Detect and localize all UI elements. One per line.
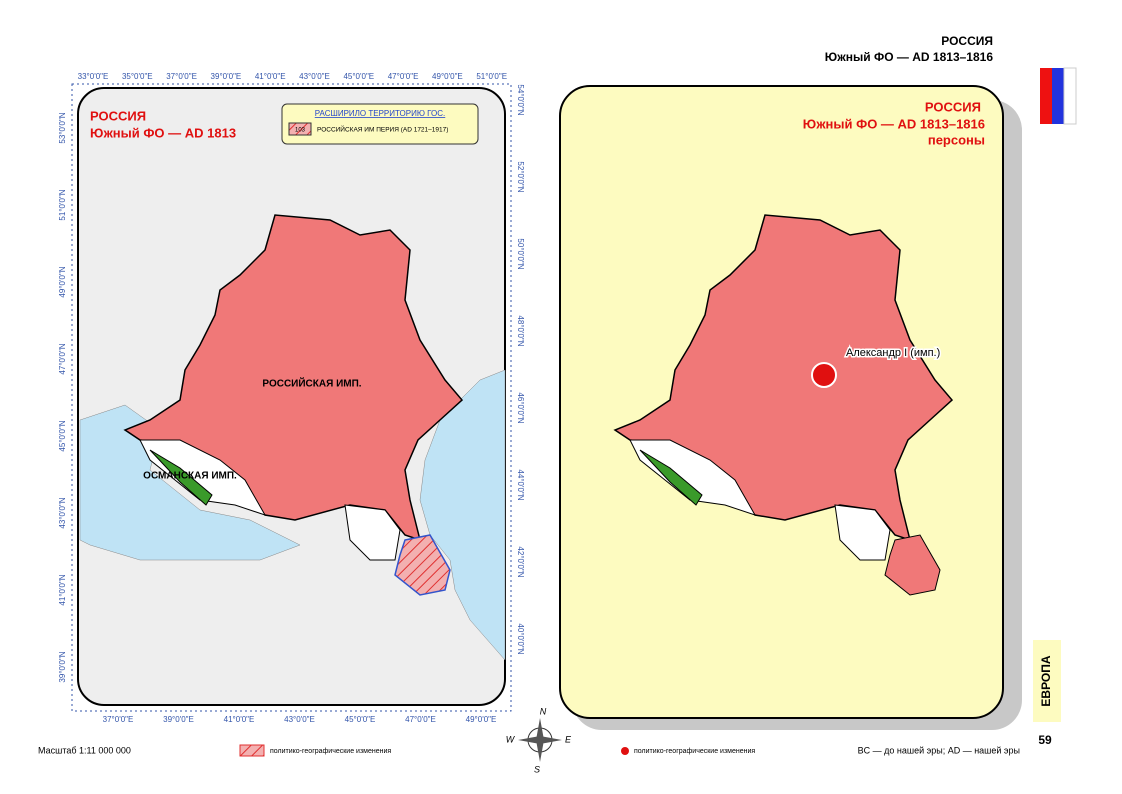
- right-map: РОССИЯ Южный ФО — AD 1813–1816 персоны А…: [559, 85, 1022, 730]
- compass: N W E S: [506, 706, 572, 774]
- tick-label: 42°0'0"N: [516, 546, 525, 577]
- legend-dot: политико-географические изменения: [634, 748, 755, 755]
- tick-label: 37°0'0"E: [103, 715, 134, 724]
- left-map-title: РОССИЯ: [90, 108, 146, 123]
- right-map-caption: персоны: [928, 132, 985, 147]
- header-title: РОССИЯ: [941, 34, 993, 48]
- tick-label: 35°0'0"E: [122, 72, 153, 81]
- tick-label: 54°0'0"N: [516, 84, 525, 115]
- tick-label: 46°0'0"N: [516, 392, 525, 423]
- tick-label: 43°0'0"N: [58, 497, 67, 528]
- tick-label: 49°0'0"E: [466, 715, 497, 724]
- tick-label: 45°0'0"N: [58, 420, 67, 451]
- tick-label: 45°0'0"E: [343, 72, 374, 81]
- right-map-title: РОССИЯ: [925, 99, 981, 114]
- header-subtitle: Южный ФО — AD 1813–1816: [825, 50, 994, 64]
- tick-label: 51°0'0"N: [58, 189, 67, 220]
- tick-label: 47°0'0"E: [388, 72, 419, 81]
- scale: Масштаб 1:11 000 000: [38, 745, 131, 755]
- left-map: РОССИЯ Южный ФО — AD 1813 РАСШИРИЛО ТЕРР…: [77, 87, 506, 706]
- legend-code: 103: [295, 128, 306, 134]
- tick-label: 41°0'0"E: [224, 715, 255, 724]
- coordinate-ticks: 33°0'0"E 35°0'0"E 37°0'0"E 39°0'0"E 41°0'0"E…: [58, 72, 525, 724]
- person-label: Александр I (имп.): [846, 347, 940, 359]
- legend-hatch: политико-географические изменения: [270, 748, 391, 755]
- tick-label: 48°0'0"N: [516, 315, 525, 346]
- tick-label: 51°0'0"E: [476, 72, 507, 81]
- page-number: 59: [1038, 733, 1052, 747]
- right-map-subtitle: Южный ФО — AD 1813–1816: [803, 116, 985, 131]
- tick-label: 33°0'0"E: [78, 72, 109, 81]
- compass-letter: S: [534, 764, 540, 774]
- region-label: ОСМАНСКАЯ ИМП.: [143, 471, 237, 482]
- tick-label: 50°0'0"N: [516, 238, 525, 269]
- tick-label: 52°0'0"N: [516, 161, 525, 192]
- tick-label: 41°0'0"E: [255, 72, 286, 81]
- tick-label: 45°0'0"E: [345, 715, 376, 724]
- tick-label: 37°0'0"E: [166, 72, 197, 81]
- region-label: РОССИЙСКАЯ ИМП.: [262, 377, 361, 390]
- legend-label: РОССИЙСКАЯ ИМ ПЕРИЯ (AD 1721–1917): [317, 125, 448, 134]
- tick-label: 43°0'0"E: [284, 715, 315, 724]
- tick-label: 43°0'0"E: [299, 72, 330, 81]
- section: ЕВРОПА: [1039, 655, 1053, 706]
- tick-label: 41°0'0"N: [58, 574, 67, 605]
- compass-letter: N: [540, 706, 547, 716]
- compass-letter: W: [506, 734, 516, 744]
- tick-label: 47°0'0"N: [58, 343, 67, 374]
- left-map-subtitle: Южный ФО — AD 1813: [90, 125, 236, 140]
- frame-border: [71, 83, 512, 712]
- flag: [1040, 67, 1077, 125]
- tick-label: 44°0'0"N: [516, 469, 525, 500]
- tick-label: 49°0'0"E: [432, 72, 463, 81]
- tick-label: 49°0'0"N: [58, 266, 67, 297]
- person-icon: [811, 362, 837, 388]
- note: BC — до нашей эры; AD — нашей эры: [858, 745, 1020, 755]
- tick-label: 47°0'0"E: [405, 715, 436, 724]
- tick-label: 53°0'0"N: [58, 112, 67, 143]
- tick-label: 39°0'0"E: [211, 72, 242, 81]
- legend-title: РАСШИРИЛО ТЕРРИТОРИЮ ГОС.: [315, 109, 446, 118]
- compass-letter: E: [565, 734, 572, 744]
- tick-label: 40°0'0"N: [516, 623, 525, 654]
- tick-label: 39°0'0"E: [163, 715, 194, 724]
- tick-label: 39°0'0"N: [58, 651, 67, 682]
